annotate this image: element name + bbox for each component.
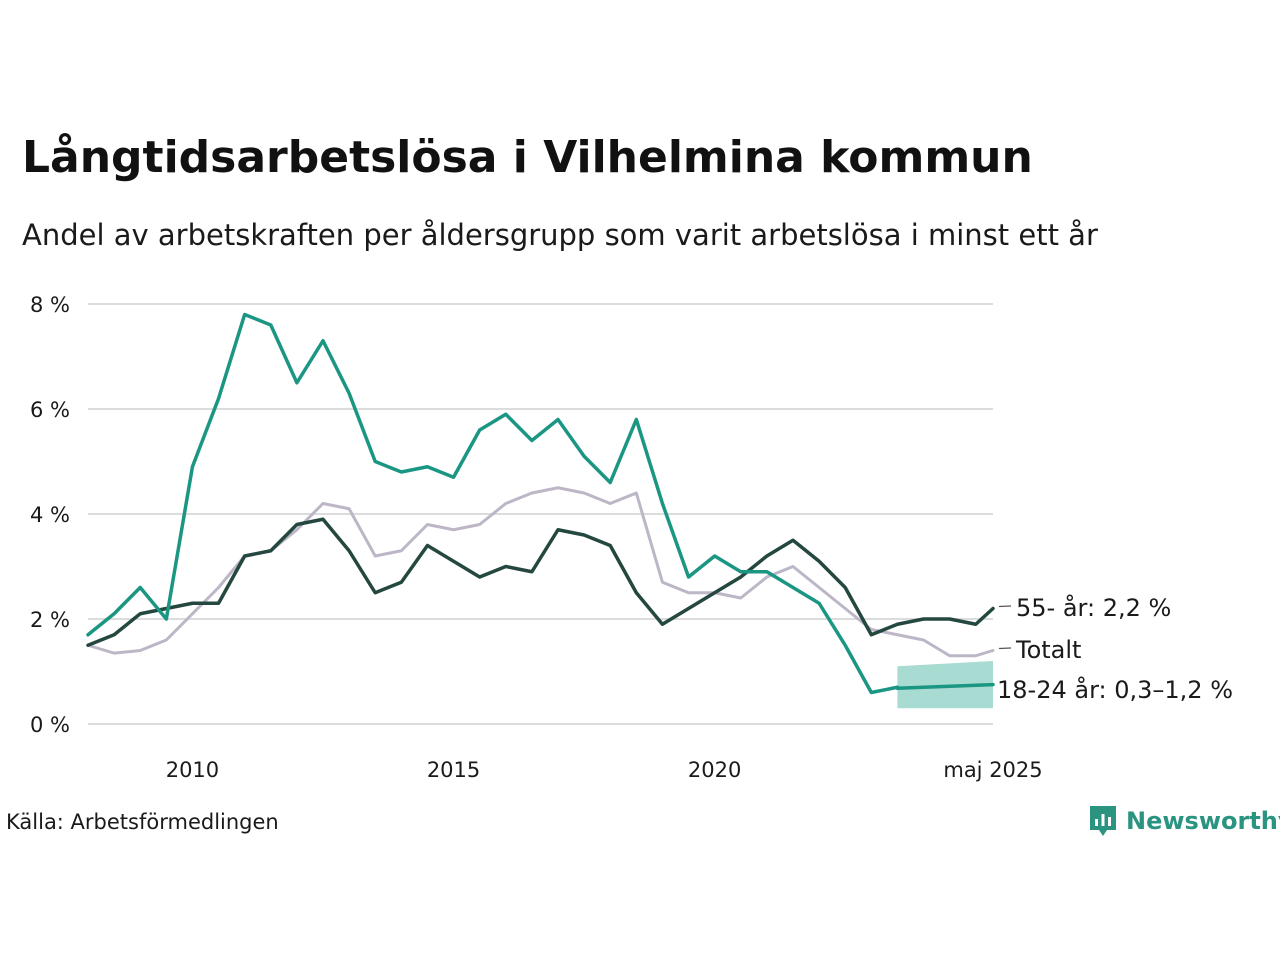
brand-name: Newsworthy	[1126, 807, 1280, 835]
y-tick-label: 0 %	[30, 713, 70, 737]
x-tick-label: maj 2025	[943, 758, 1042, 782]
series-line-youth_estimate	[895, 682, 995, 691]
chart-subtitle: Andel av arbetskraften per åldersgrupp s…	[22, 218, 1098, 252]
newsworthy-logo-icon	[1090, 806, 1116, 836]
chart-title: Långtidsarbetslösa i Vilhelmina kommun	[22, 132, 1033, 183]
label-leader-total	[998, 647, 1012, 650]
series-end-label-youth: 18-24 år: 0,3–1,2 %	[997, 675, 1233, 704]
y-tick-label: 2 %	[30, 608, 70, 632]
x-tick-label: 2010	[166, 758, 219, 782]
youth-estimate-band	[897, 661, 993, 709]
brand-logo: Newsworthy	[1088, 804, 1280, 838]
series-labels: 55- år: 2,2 % Totalt 18-24 år: 0,3–1,2 %	[997, 593, 1233, 704]
series-end-label-total: Totalt	[1015, 636, 1081, 664]
series-line-older	[86, 517, 995, 647]
axis-labels: 0 % 2 % 4 % 6 % 8 % 2010 2015 2020 maj 2025	[30, 293, 1043, 782]
series-line-youth	[86, 312, 900, 695]
y-tick-label: 4 %	[30, 503, 70, 527]
gridlines	[88, 303, 993, 725]
source-note: Källa: Arbetsförmedlingen	[6, 810, 279, 834]
y-tick-label: 8 %	[30, 293, 70, 317]
series-end-label-older: 55- år: 2,2 %	[1016, 593, 1171, 622]
label-leader-older	[998, 605, 1012, 608]
series-line-total	[86, 486, 995, 658]
y-tick-label: 6 %	[30, 398, 70, 422]
series-lines	[86, 312, 995, 695]
x-tick-label: 2020	[688, 758, 741, 782]
x-tick-label: 2015	[427, 758, 480, 782]
uncertainty-bands	[897, 661, 993, 709]
